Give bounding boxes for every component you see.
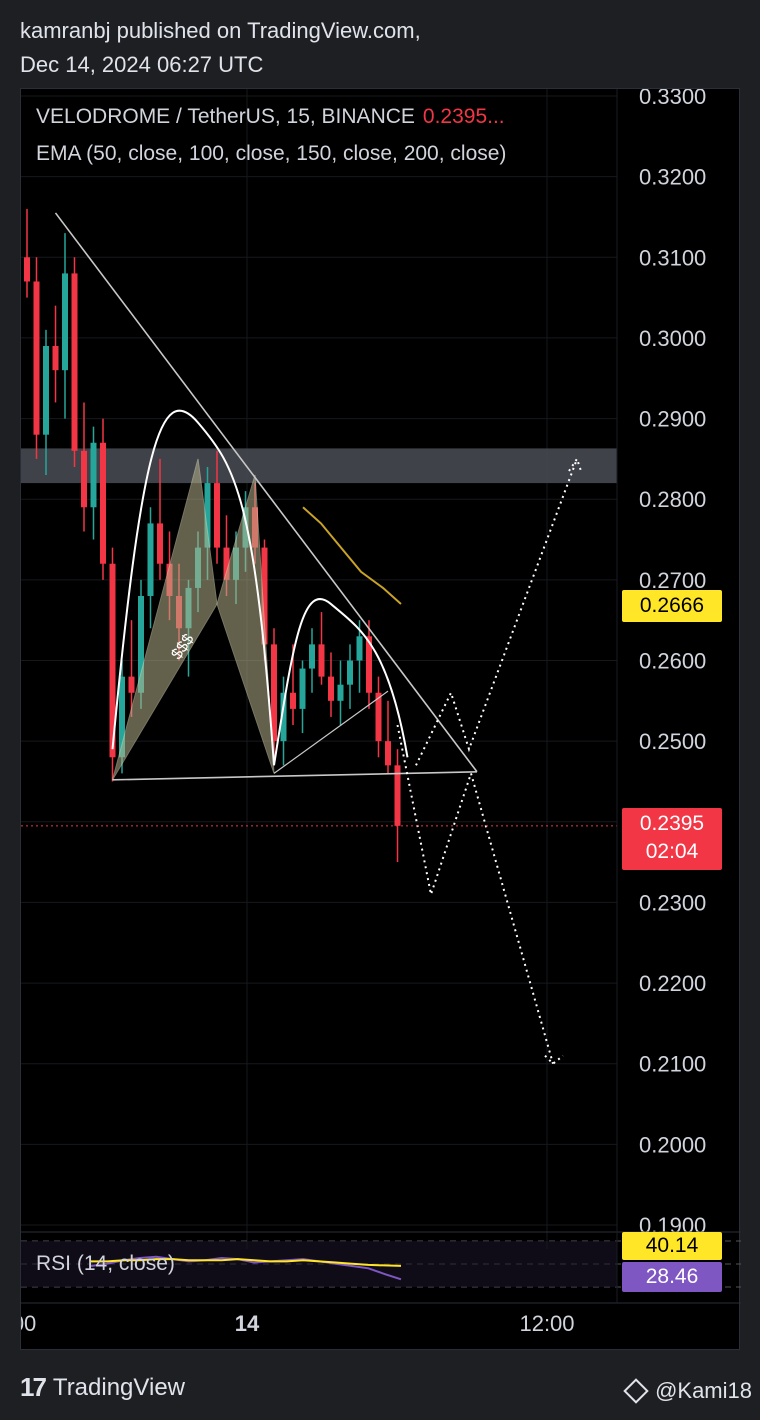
- symbol-legend[interactable]: VELODROME / TetherUS, 15, BINANCE 0.2395.…: [36, 105, 505, 129]
- candle-body: [52, 345, 59, 371]
- candle-body: [33, 281, 40, 435]
- ema-line: [302, 506, 402, 605]
- candle-body: [356, 636, 363, 661]
- y-tick-label: 0.2000: [639, 1132, 706, 1157]
- y-tick-label: 0.2900: [639, 407, 706, 432]
- candle-body: [128, 676, 135, 693]
- brand-name: TradingView: [52, 1373, 185, 1401]
- candle-body: [223, 547, 230, 580]
- candle-body: [204, 483, 211, 548]
- last-price-tag: 0.2395 02:04: [622, 808, 722, 870]
- last-price-value: 0.2395: [639, 812, 705, 835]
- candle-body: [147, 523, 154, 596]
- candle-body: [81, 450, 87, 508]
- ema-legend[interactable]: EMA (50, close, 100, close, 150, close, …: [36, 142, 507, 165]
- projection-down-arrowhead: [544, 1054, 564, 1066]
- candle-body: [43, 345, 49, 435]
- rsi-ma-tag: 40.14: [622, 1232, 722, 1260]
- pattern-leg: [112, 458, 218, 781]
- rsi-line: [90, 1255, 402, 1281]
- y-tick-label: 0.2200: [639, 971, 706, 996]
- watermark: @Kami18: [623, 1378, 752, 1404]
- candle-body: [299, 668, 306, 709]
- projection-down-path: [470, 773, 554, 1064]
- y-tick-label: 0.3000: [639, 326, 706, 351]
- y-tick-label: 0.2600: [639, 649, 706, 674]
- y-tick-label: 0.2700: [639, 568, 706, 593]
- x-tick-label: :00: [21, 1311, 36, 1336]
- publish-date: Dec 14, 2024 06:27 UTC: [20, 52, 264, 77]
- ema-price-tag: 0.2666: [622, 590, 722, 622]
- y-tick-label: 0.2300: [639, 890, 706, 915]
- inner-trendline: [273, 690, 389, 774]
- publisher-line: kamranbj published on TradingView.com,: [20, 18, 421, 43]
- chart-frame[interactable]: 0.3300 0.3200 0.3100 0.3000 0.2900 0.2800 0.27…: [20, 88, 741, 1351]
- tradingview-icon: 17: [20, 1372, 47, 1402]
- y-tick-label: 0.3100: [639, 245, 706, 270]
- candle-body: [24, 257, 30, 282]
- candle-body: [394, 765, 401, 826]
- chart-canvas[interactable]: 0.3300 0.3200 0.3100 0.3000 0.2900 0.2800 0.27…: [21, 89, 741, 1351]
- candle-body: [90, 442, 97, 508]
- candle-body: [318, 644, 325, 677]
- rsi-band-fill: [21, 1241, 617, 1287]
- candle-body: [119, 676, 125, 758]
- support-trendline: [112, 770, 478, 781]
- candle-body: [109, 563, 116, 758]
- rsi-value-tag: 28.46: [622, 1262, 722, 1292]
- y-tick-label: 0.2100: [639, 1052, 706, 1077]
- symbol-label: VELODROME / TetherUS, 15, BINANCE: [36, 105, 415, 128]
- candle-body: [290, 692, 296, 709]
- x-tick-label: 14: [235, 1311, 260, 1336]
- cup-arc-left: [111, 409, 275, 766]
- publisher-header: kamranbj published on TradingView.com, D…: [20, 14, 421, 82]
- descending-trendline: [54, 212, 478, 773]
- candle-body: [138, 595, 144, 693]
- candle-body: [385, 741, 391, 766]
- legend-price: 0.2395...: [422, 105, 505, 128]
- rsi-legend[interactable]: RSI (14, close): [36, 1252, 175, 1275]
- candle-body: [157, 523, 163, 564]
- candle-body: [261, 547, 268, 645]
- candle-body: [62, 273, 68, 371]
- candle-body: [375, 692, 382, 742]
- candle-body: [214, 483, 220, 548]
- candle-body: [71, 273, 78, 451]
- candle-body: [271, 644, 277, 742]
- y-tick-label: 0.3300: [639, 89, 706, 109]
- resistance-zone: [21, 448, 617, 484]
- tradingview-logo[interactable]: 17 TradingView: [20, 1372, 185, 1403]
- rsi-ma-line: [91, 1258, 402, 1267]
- candle-body: [347, 660, 353, 685]
- diamond-icon: [623, 1378, 649, 1404]
- bar-countdown: 02:04: [645, 840, 699, 863]
- y-tick-label: 0.2500: [639, 729, 706, 754]
- candle-body: [280, 692, 287, 742]
- candle-body: [366, 636, 372, 693]
- candle-body: [309, 644, 315, 669]
- pattern-leg: [216, 474, 275, 774]
- candle-body: [100, 442, 106, 564]
- candle-body: [337, 684, 344, 701]
- projection-up-path: [415, 458, 578, 766]
- cup-arc-right: [273, 598, 409, 766]
- y-tick-label: 0.3200: [639, 165, 706, 190]
- y-tick-label: 0.2800: [639, 487, 706, 512]
- candle-body: [328, 676, 334, 701]
- watermark-handle: @Kami18: [655, 1378, 752, 1403]
- x-tick-label: 12:00: [519, 1311, 574, 1336]
